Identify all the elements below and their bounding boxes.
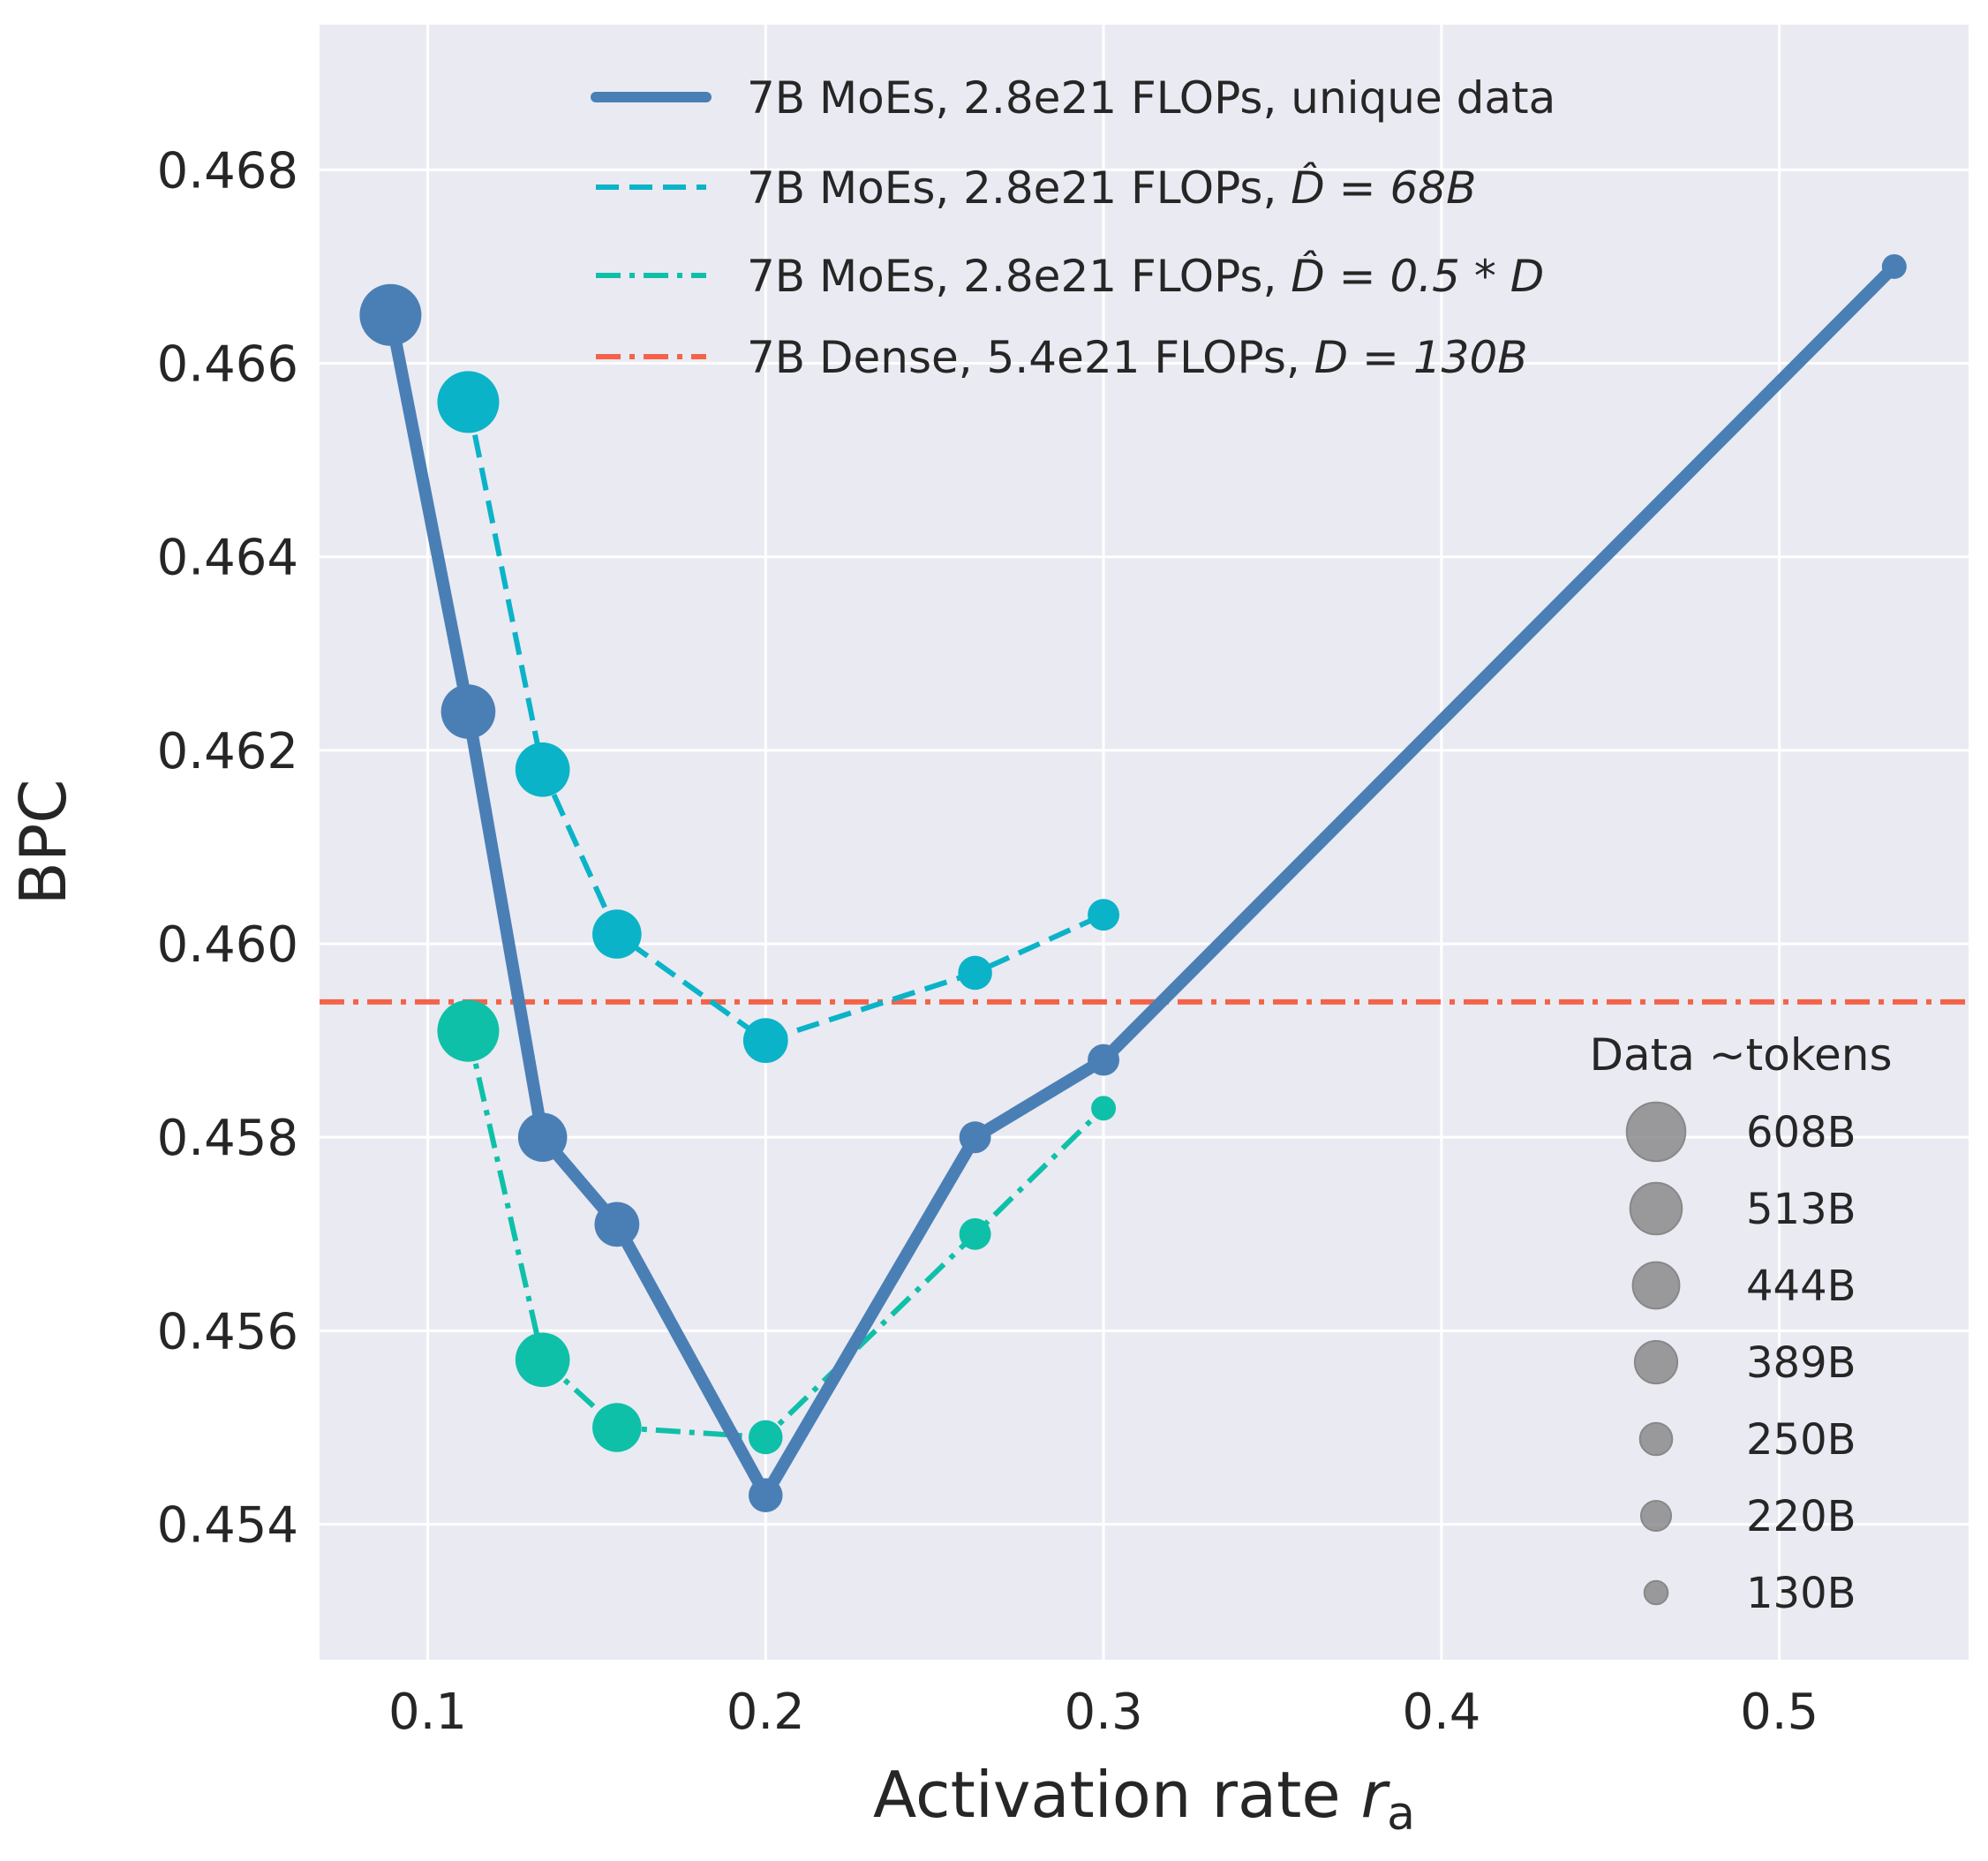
- size-legend-label: 444B: [1746, 1262, 1856, 1311]
- series-point-d68: [1088, 899, 1120, 931]
- y-tick-label: 0.462: [157, 723, 298, 780]
- series-point-unique: [1088, 1044, 1120, 1076]
- x-tick-label: 0.2: [727, 1684, 805, 1741]
- size-legend-marker: [1631, 1261, 1681, 1310]
- size-legend-label: 220B: [1746, 1492, 1856, 1541]
- y-tick-label: 0.458: [157, 1110, 298, 1167]
- series-point-d68: [742, 1018, 788, 1064]
- size-legend-marker: [1625, 1101, 1687, 1163]
- y-tick-label: 0.464: [157, 530, 298, 587]
- size-legend-marker: [1629, 1181, 1683, 1236]
- size-legend: Data ~tokens 608B 513B 444B 389B 250B 220B 130…: [1589, 1029, 1892, 1618]
- legend-label-unique: 7B MoEs, 2.8e21 FLOPs, unique data: [747, 72, 1555, 124]
- x-tick-labels: 0.1 0.2 0.3 0.4 0.5: [388, 1684, 1819, 1741]
- y-tick-label: 0.460: [157, 916, 298, 974]
- size-legend-label: 130B: [1746, 1569, 1856, 1618]
- series-layer: [320, 253, 1969, 1512]
- x-axis-label-text: Activation rate: [873, 1758, 1341, 1832]
- series-point-dhalf: [1091, 1096, 1117, 1121]
- series-point-unique: [594, 1202, 640, 1247]
- legend-label-d68-prefix: 7B MoEs, 2.8e21 FLOPs,: [747, 162, 1291, 214]
- x-axis-label: Activation rate ra: [873, 1758, 1415, 1841]
- size-legend-label: 513B: [1746, 1185, 1856, 1234]
- legend-label-dhalf-math: D̂ = 0.5 * D: [1291, 250, 1544, 302]
- size-legend-label: 608B: [1746, 1108, 1856, 1157]
- grid: [320, 25, 1969, 1660]
- x-tick-label: 0.1: [388, 1684, 467, 1741]
- y-axis-label: BPC: [6, 779, 80, 905]
- legend-label-d68: 7B MoEs, 2.8e21 FLOPs, D̂ = 68B: [747, 162, 1476, 214]
- series-point-d68: [437, 371, 500, 433]
- size-legend-label: 389B: [1746, 1338, 1856, 1388]
- size-legend-marker: [1633, 1339, 1679, 1385]
- x-tick-label: 0.5: [1740, 1684, 1819, 1741]
- legend-label-dhalf-prefix: 7B MoEs, 2.8e21 FLOPs,: [747, 251, 1291, 302]
- series-point-dhalf: [437, 999, 500, 1062]
- series-point-dhalf: [515, 1332, 570, 1388]
- series-point-unique: [749, 1478, 783, 1512]
- size-legend-marker: [1638, 1421, 1674, 1457]
- y-tick-labels: 0.454 0.456 0.458 0.460 0.462 0.464 0.466 0.468: [157, 142, 298, 1554]
- series-point-d68: [592, 909, 642, 959]
- size-legend-marker: [1639, 1499, 1673, 1533]
- series-point-unique: [517, 1112, 568, 1163]
- y-tick-label: 0.466: [157, 336, 298, 394]
- series-point-dhalf: [749, 1420, 783, 1455]
- series-point-d68: [958, 955, 992, 991]
- size-legend-label: 250B: [1746, 1415, 1856, 1465]
- series-point-d68: [515, 742, 570, 797]
- legend-label-dense-math: D = 130B: [1314, 332, 1528, 383]
- x-axis-label-var: r: [1361, 1758, 1391, 1832]
- y-tick-label: 0.456: [157, 1303, 298, 1360]
- series-point-unique: [959, 1121, 991, 1154]
- size-legend-marker: [1643, 1579, 1669, 1606]
- legend-label-d68-math: D̂ = 68B: [1291, 162, 1476, 214]
- series-line-d68: [465, 401, 1105, 1044]
- y-tick-label: 0.454: [157, 1497, 298, 1555]
- x-axis-label-sub: a: [1387, 1788, 1415, 1841]
- legend-label-dense: 7B Dense, 5.4e21 FLOPs, D = 130B: [747, 332, 1528, 383]
- series-point-unique: [359, 283, 422, 346]
- x-tick-label: 0.4: [1402, 1684, 1480, 1741]
- series-point-dhalf: [959, 1217, 991, 1250]
- series-line-dhalf: [465, 1030, 1106, 1440]
- plot-background: [320, 25, 1969, 1660]
- line-legend: 7B MoEs, 2.8e21 FLOPs, unique data 7B Mo…: [591, 72, 1555, 383]
- series-point-dhalf: [592, 1403, 642, 1452]
- legend-label-dense-prefix: 7B Dense, 5.4e21 FLOPs,: [747, 332, 1314, 383]
- series-point-unique: [1881, 253, 1907, 279]
- x-tick-label: 0.3: [1065, 1684, 1143, 1741]
- series-line-unique: [384, 262, 1899, 1502]
- y-tick-label: 0.468: [157, 142, 298, 200]
- size-legend-title: Data ~tokens: [1589, 1029, 1892, 1081]
- legend-label-dhalf: 7B MoEs, 2.8e21 FLOPs, D̂ = 0.5 * D: [747, 250, 1544, 302]
- series-point-unique: [441, 684, 496, 739]
